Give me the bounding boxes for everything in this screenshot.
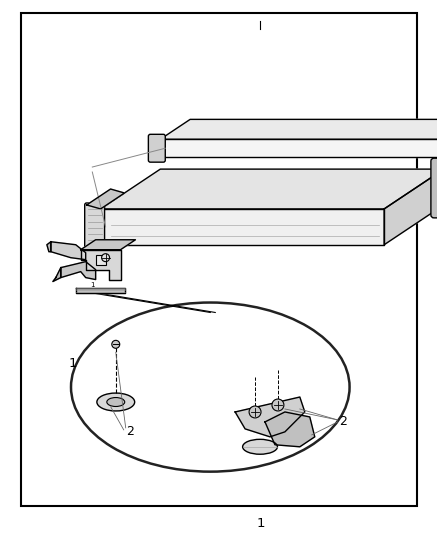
Polygon shape [47,242,51,252]
Circle shape [249,406,261,418]
Polygon shape [160,139,438,157]
Text: 1: 1 [256,517,265,530]
Polygon shape [81,240,135,249]
Polygon shape [265,412,315,447]
FancyBboxPatch shape [148,134,165,162]
Polygon shape [87,189,124,209]
Circle shape [112,341,120,348]
Polygon shape [76,287,125,294]
Ellipse shape [243,439,277,454]
Polygon shape [101,209,384,245]
Ellipse shape [97,393,134,411]
Polygon shape [61,262,95,279]
Circle shape [102,254,110,262]
Ellipse shape [107,398,125,407]
Text: 1: 1 [90,281,95,287]
Polygon shape [384,169,438,245]
Polygon shape [51,242,86,260]
Text: 2: 2 [126,425,134,438]
Polygon shape [101,169,438,209]
FancyBboxPatch shape [85,203,105,251]
Polygon shape [81,249,120,279]
Bar [95,255,106,264]
Polygon shape [235,397,305,437]
FancyBboxPatch shape [431,158,438,218]
Polygon shape [53,268,61,281]
Polygon shape [160,119,438,139]
Text: 1: 1 [69,357,78,370]
Text: 2: 2 [339,415,347,429]
Ellipse shape [71,303,350,472]
Circle shape [272,399,284,411]
